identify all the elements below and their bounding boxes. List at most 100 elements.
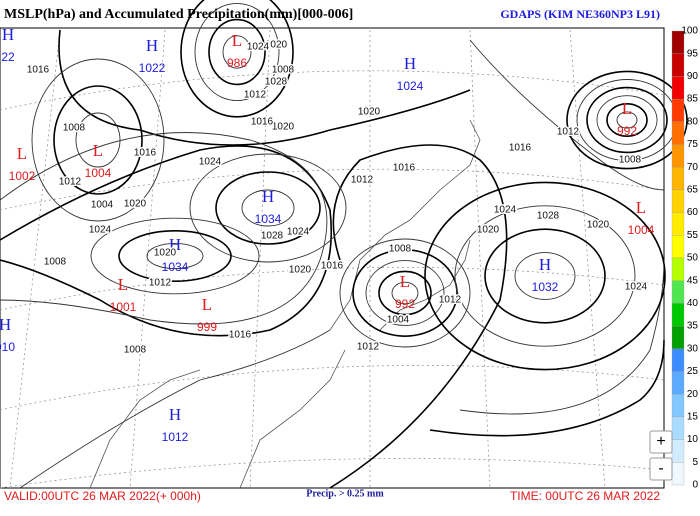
center-symbol: L <box>232 31 242 50</box>
isobar <box>616 111 638 129</box>
pressure-center: L 999 <box>197 295 217 334</box>
isobar-label: 1020 <box>124 199 147 210</box>
scale-segment <box>671 325 685 349</box>
center-value: 1034 <box>162 260 189 274</box>
isobar <box>215 171 321 245</box>
pressure-center: H 22 <box>1 25 15 64</box>
isobar <box>378 270 432 316</box>
isobar <box>596 95 658 145</box>
center-value: 986 <box>227 56 247 70</box>
isobar-label: 1008 <box>63 123 86 134</box>
center-value: 1001 <box>110 300 137 314</box>
isobar <box>329 144 508 489</box>
isobar-label: 1012 <box>357 342 380 353</box>
center-symbol: L <box>622 99 632 118</box>
valid-time: VALID:00UTC 26 MAR 2022(+ 000h) <box>4 489 201 503</box>
zoom-out-button[interactable]: - <box>649 457 673 481</box>
scale-segment <box>671 98 685 122</box>
zoom-in-label[interactable]: + <box>656 433 665 450</box>
isobar <box>586 86 668 154</box>
isobar-label: 1028 <box>265 77 288 88</box>
center-value: 992 <box>617 124 637 138</box>
center-symbol: L <box>636 198 646 217</box>
scale-label: 65 <box>687 185 699 196</box>
isobar <box>566 70 688 170</box>
isobar <box>0 145 332 337</box>
center-value: 1022 <box>139 61 166 75</box>
scale-label: 0 <box>692 480 698 491</box>
isobar <box>208 18 266 86</box>
pressure-center: L 1004 <box>628 198 655 237</box>
isobar-label: 1020 <box>289 265 312 276</box>
center-value: 1004 <box>628 223 655 237</box>
scale-label: 50 <box>687 253 699 264</box>
center-symbol: H <box>2 25 14 44</box>
zoom-out-label[interactable]: - <box>658 460 663 477</box>
isobar <box>180 0 294 118</box>
center-value: 1034 <box>255 212 282 226</box>
isobar-label: 1024 <box>89 225 112 236</box>
scale-segment <box>671 121 685 145</box>
isobar-label: 1024 <box>199 157 222 168</box>
center-value: 22 <box>1 50 15 64</box>
zoom-in-button[interactable]: + <box>649 430 673 454</box>
longitude-line <box>469 29 491 489</box>
isobar-labels: 1016100810121016102010041008101210161020… <box>25 38 649 357</box>
scale-segment <box>671 235 685 259</box>
scale-segment <box>671 167 685 191</box>
scale-label: 95 <box>687 48 699 59</box>
isobar <box>454 205 636 347</box>
isobar <box>90 217 260 295</box>
isobar-label: 1016 <box>229 330 252 341</box>
zoom-in-box[interactable] <box>649 430 673 454</box>
isobar-label: 1004 <box>387 315 410 326</box>
center-symbol: H <box>539 255 551 274</box>
pressure-center: L 1001 <box>110 275 137 314</box>
isobar-label: 1020 <box>477 225 500 236</box>
isobar <box>424 181 666 371</box>
scale-segment <box>671 144 685 168</box>
center-value: 1024 <box>397 79 424 93</box>
title: MSLP(hPa) and Accumulated Precipitation(… <box>4 7 353 22</box>
isobar <box>53 85 143 195</box>
pressure-center: H 1034 <box>162 235 189 274</box>
isobar <box>189 153 347 263</box>
isobar-label: 1012 <box>351 175 374 186</box>
scale-label: 30 <box>687 343 699 354</box>
isobar <box>241 189 295 227</box>
scale-segment <box>671 257 685 281</box>
isobar-label: 1024 <box>247 42 270 53</box>
scale-segment <box>671 416 685 440</box>
map-area: H 22 H 1022 L 986 H 1024 L 992 L 1002 L 1004 H 1034 H 103… <box>0 0 688 489</box>
scale-label: 20 <box>687 389 699 400</box>
scale-label: 5 <box>692 457 698 468</box>
scale-label: 85 <box>687 94 699 105</box>
center-symbol: H <box>262 187 274 206</box>
isobar <box>31 58 165 222</box>
zoom-out-box[interactable] <box>649 457 673 481</box>
isobar-label: 1012 <box>59 177 82 188</box>
isobar-label: 1008 <box>44 257 67 268</box>
map-frame <box>0 27 665 489</box>
isobar <box>459 259 665 415</box>
pressure-center: H 010 <box>0 315 15 354</box>
center-value: 999 <box>197 320 217 334</box>
isobar-label: 1012 <box>439 295 462 306</box>
latitude-line <box>0 458 665 489</box>
isobar-label: 1012 <box>244 90 267 101</box>
center-value: 1032 <box>532 280 559 294</box>
isobar-label: 1012 <box>557 127 580 138</box>
isobar-label: 1016 <box>251 117 274 128</box>
scale-label: 40 <box>687 298 699 309</box>
coastline <box>239 349 346 489</box>
isobar <box>606 103 648 138</box>
scale-segment <box>671 53 685 77</box>
center-value: 1004 <box>85 166 112 180</box>
scale-segment <box>671 462 685 486</box>
isobar <box>429 339 665 437</box>
scale-label: 80 <box>687 116 699 127</box>
pressure-center: H 1022 <box>139 36 166 75</box>
pressure-center: H 1034 <box>255 187 282 226</box>
model-label: GDAPS (KIM NE360NP3 L91) <box>500 7 660 21</box>
init-time: TIME: 00UTC 26 MAR 2022 <box>510 489 660 503</box>
